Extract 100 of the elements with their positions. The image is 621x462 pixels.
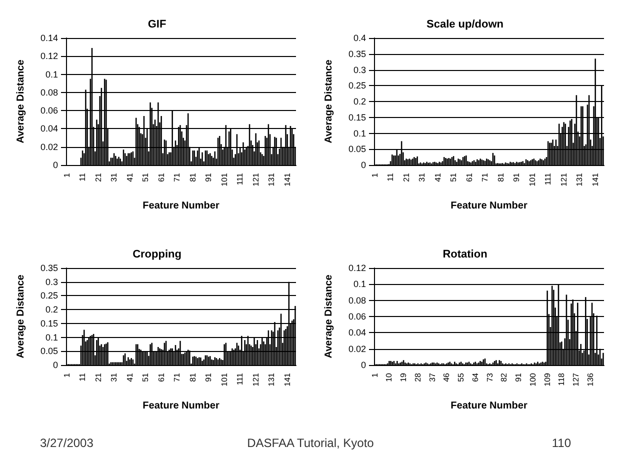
- x-tick-label: 1: [370, 372, 380, 378]
- x-tick-label: 10: [384, 372, 394, 382]
- x-tick-label: 101: [220, 372, 229, 386]
- x-tick-label: 11: [78, 372, 88, 382]
- y-tick-label: 0.3: [45, 276, 58, 287]
- x-tick-label: 82: [500, 372, 509, 382]
- x-tick-label: 81: [188, 372, 198, 382]
- y-axis-title: Average Distance: [16, 59, 26, 144]
- x-tick-label: 91: [204, 172, 214, 182]
- x-tick-label: 21: [94, 372, 103, 382]
- x-tick-label: 31: [418, 172, 427, 182]
- y-tick-label: 0.1: [45, 69, 58, 80]
- x-tick-label: 1: [370, 172, 380, 178]
- x-tick-label: 91: [514, 372, 524, 382]
- x-tick-label: 73: [485, 372, 494, 382]
- x-tick-label: 141: [282, 372, 292, 386]
- x-tick-label: 46: [442, 372, 452, 382]
- y-tick-label: 0.02: [348, 344, 366, 354]
- x-tick-label: 111: [236, 372, 245, 386]
- y-axis-title: Average Distance: [324, 274, 334, 358]
- y-tick-label: 0.12: [348, 263, 366, 273]
- x-tick-label: 121: [251, 372, 260, 386]
- x-axis-title: Feature Number: [450, 400, 528, 412]
- x-tick-label: 64: [470, 372, 480, 382]
- y-tick-label: 0.2: [353, 96, 366, 106]
- y-tick-label: 0.35: [348, 48, 366, 59]
- y-tick-label: 0.05: [348, 144, 366, 154]
- x-tick-label: 118: [557, 372, 566, 386]
- y-tick-label: 0.12: [40, 51, 58, 62]
- x-tick-label: 61: [156, 372, 166, 382]
- y-tick-label: 0.1: [45, 332, 58, 342]
- x-tick-label: 51: [141, 172, 150, 182]
- y-tick-label: 0.4: [353, 33, 366, 43]
- chart-title: Rotation: [442, 248, 488, 260]
- x-tick-label: 11: [78, 172, 88, 182]
- x-axis-title: Feature Number: [142, 200, 220, 212]
- y-tick-label: 0.08: [40, 87, 58, 98]
- x-tick-label: 51: [449, 172, 458, 182]
- y-tick-label: 0.15: [348, 112, 366, 122]
- y-tick-label: 0.35: [40, 263, 58, 273]
- x-tick-label: 61: [464, 172, 474, 182]
- x-tick-label: 131: [267, 172, 276, 186]
- y-tick-label: 0.15: [40, 318, 58, 328]
- text: 110: [552, 436, 571, 450]
- y-tick-label: 0.3: [353, 64, 366, 75]
- y-tick-label: 0.02: [40, 142, 58, 152]
- y-tick-label: 0: [360, 360, 366, 370]
- x-tick-label: 127: [572, 372, 581, 386]
- y-tick-label: 0: [52, 360, 58, 370]
- y-tick-label: 0.14: [40, 33, 58, 43]
- x-tick-label: 141: [282, 172, 292, 186]
- y-tick-label: 0.1: [353, 128, 366, 138]
- x-tick-label: 71: [172, 172, 182, 182]
- x-axis-title: Feature Number: [450, 200, 528, 212]
- x-tick-label: 41: [433, 172, 442, 182]
- x-tick-label: 71: [172, 372, 182, 382]
- y-tick-label: 0.04: [348, 328, 366, 338]
- x-tick-label: 81: [188, 172, 198, 182]
- text: DASFAA Tutorial, Kyoto: [247, 436, 374, 450]
- chart-title: GIF: [148, 18, 166, 30]
- x-tick-label: 21: [94, 172, 103, 182]
- x-tick-label: 131: [575, 172, 584, 186]
- x-tick-label: 100: [528, 372, 538, 386]
- y-tick-label: 0.08: [348, 295, 366, 306]
- x-tick-label: 51: [141, 372, 150, 382]
- x-tick-label: 41: [125, 372, 134, 382]
- x-tick-label: 91: [204, 372, 214, 382]
- y-tick-label: 0.06: [348, 312, 366, 322]
- y-tick-label: 0: [360, 160, 366, 170]
- y-tick-label: 0.2: [45, 304, 58, 315]
- x-tick-label: 55: [456, 372, 466, 382]
- x-tick-label: 136: [586, 372, 595, 386]
- x-tick-label: 61: [156, 172, 166, 182]
- x-tick-label: 131: [267, 372, 276, 386]
- chart-title: Scale up/down: [426, 18, 504, 30]
- x-tick-label: 31: [110, 172, 119, 182]
- x-tick-label: 1: [62, 172, 72, 178]
- x-tick-label: 121: [251, 172, 260, 186]
- y-tick-label: 0.06: [40, 106, 58, 116]
- x-tick-label: 101: [528, 172, 537, 186]
- x-tick-label: 1: [62, 372, 72, 378]
- y-tick-label: 0: [52, 160, 58, 170]
- x-tick-label: 19: [399, 372, 408, 382]
- x-tick-label: 111: [236, 172, 245, 186]
- x-tick-label: 21: [402, 172, 411, 182]
- text: 3/27/2003: [40, 436, 94, 450]
- y-tick-label: 0.25: [348, 80, 366, 91]
- x-tick-label: 81: [496, 172, 506, 182]
- x-tick-label: 141: [590, 172, 600, 186]
- x-tick-label: 37: [428, 372, 437, 382]
- y-tick-label: 0.1: [353, 279, 366, 290]
- chart-title: Cropping: [132, 248, 182, 260]
- x-tick-label: 31: [110, 372, 119, 382]
- x-tick-label: 111: [544, 172, 553, 186]
- x-tick-label: 11: [386, 172, 396, 182]
- x-tick-label: 41: [125, 172, 134, 182]
- x-tick-label: 28: [413, 372, 422, 382]
- y-axis-title: Average Distance: [16, 274, 26, 358]
- y-tick-label: 0.05: [40, 346, 58, 356]
- x-tick-label: 121: [559, 172, 568, 186]
